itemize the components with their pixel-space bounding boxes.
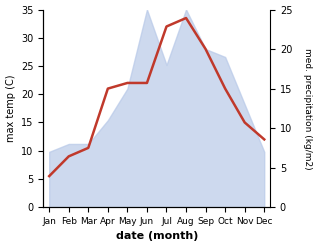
X-axis label: date (month): date (month) [115,231,198,242]
Y-axis label: max temp (C): max temp (C) [5,75,16,142]
Y-axis label: med. precipitation (kg/m2): med. precipitation (kg/m2) [303,48,313,169]
